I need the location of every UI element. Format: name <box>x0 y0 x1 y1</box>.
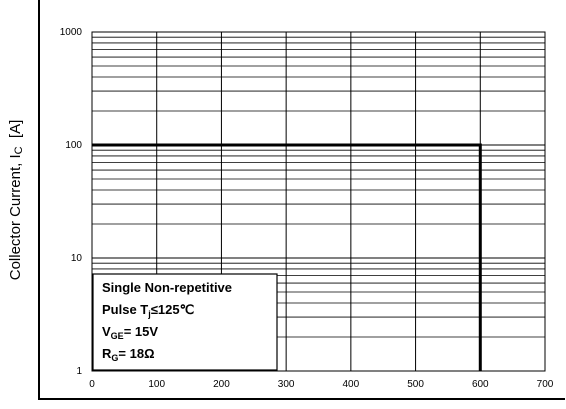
annotation-line-3-main: V <box>102 324 111 339</box>
x-tick-label: 0 <box>89 379 95 390</box>
y-tick-label: 100 <box>65 140 82 151</box>
annotation-line-2-main: Pulse T <box>102 302 148 317</box>
y-axis-label: Collector Current, IC [A] <box>7 120 25 281</box>
annotation-line-3-rest: = 15V <box>124 324 159 339</box>
x-tick-labels: 0 100 200 300 400 500 600 700 <box>89 379 554 390</box>
x-tick-label: 200 <box>213 379 230 390</box>
annotation-line-4-sub: G <box>111 353 118 363</box>
y-tick-label: 1 <box>76 366 82 377</box>
x-tick-label: 100 <box>148 379 165 390</box>
annotation-line-1: Single Non-repetitive <box>102 280 232 295</box>
y-axis-label-gap <box>7 138 24 146</box>
y-axis-label-main: Collector Current, I <box>7 154 24 280</box>
x-tick-label: 400 <box>343 379 360 390</box>
x-tick-label: 600 <box>472 379 489 390</box>
annotation-line-3-sub: GE <box>111 331 124 341</box>
y-tick-label: 10 <box>71 253 83 264</box>
annotation-box: Single Non-repetitive Pulse Tj≤125℃ VGE=… <box>93 274 277 370</box>
y-axis-label-subscript: C <box>13 146 25 154</box>
x-tick-label: 700 <box>537 379 554 390</box>
annotation-line-3: VGE= 15V <box>102 324 158 341</box>
x-tick-label: 500 <box>407 379 424 390</box>
x-tick-label: 300 <box>278 379 295 390</box>
y-axis-label-unit: [A] <box>7 120 24 138</box>
annotation-line-4: RG= 18Ω <box>102 346 155 363</box>
annotation-line-4-rest: = 18Ω <box>118 346 154 361</box>
annotation-line-2: Pulse Tj≤125℃ <box>102 302 194 319</box>
y-tick-label: 1000 <box>60 27 83 38</box>
y-tick-labels: 1 10 100 1000 <box>60 27 83 377</box>
annotation-line-2-rest: ≤125℃ <box>151 302 194 317</box>
y-axis-label-group: Collector Current, IC [A] <box>7 120 25 281</box>
